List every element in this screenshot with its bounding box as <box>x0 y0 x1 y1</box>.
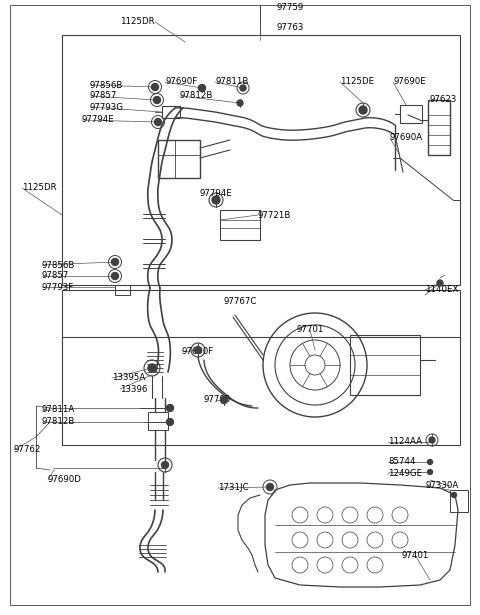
Bar <box>450 490 468 512</box>
Text: 97856B: 97856B <box>90 81 123 90</box>
Text: 97794E: 97794E <box>200 189 232 199</box>
Circle shape <box>111 272 119 279</box>
Text: 97793F: 97793F <box>42 282 74 292</box>
Circle shape <box>266 483 274 491</box>
Text: 97767C: 97767C <box>223 298 257 306</box>
Text: 1140EX: 1140EX <box>425 285 458 295</box>
Text: 1731JC: 1731JC <box>218 483 249 493</box>
Text: 85744: 85744 <box>388 458 416 467</box>
Text: 97690D: 97690D <box>48 475 82 485</box>
Circle shape <box>194 346 202 354</box>
Text: 13395A: 13395A <box>112 373 145 383</box>
Text: 1125DR: 1125DR <box>22 183 57 192</box>
Circle shape <box>155 119 161 125</box>
Bar <box>400 105 422 123</box>
Circle shape <box>428 459 432 464</box>
Text: 97793G: 97793G <box>90 103 124 111</box>
Circle shape <box>240 85 246 91</box>
Text: 97690A: 97690A <box>390 133 423 143</box>
Text: 97811A: 97811A <box>42 405 75 415</box>
Bar <box>162 106 180 118</box>
Text: 1124AA: 1124AA <box>388 437 422 446</box>
Bar <box>115 285 130 295</box>
Circle shape <box>359 106 367 114</box>
Circle shape <box>148 364 156 372</box>
Text: 97856B: 97856B <box>42 261 75 269</box>
Text: 97623: 97623 <box>430 95 457 105</box>
Circle shape <box>154 97 160 103</box>
Circle shape <box>167 405 173 411</box>
Text: 13396: 13396 <box>120 384 147 394</box>
Bar <box>148 412 168 430</box>
Text: 1125DR: 1125DR <box>120 17 155 26</box>
Text: 1125DE: 1125DE <box>340 77 374 87</box>
Text: 97690E: 97690E <box>393 77 426 87</box>
Text: 1249GE: 1249GE <box>388 469 422 478</box>
Bar <box>428 100 450 155</box>
Text: 97701: 97701 <box>296 325 324 335</box>
Bar <box>350 335 420 395</box>
Circle shape <box>152 84 158 90</box>
Circle shape <box>437 280 443 286</box>
Circle shape <box>429 437 435 443</box>
Circle shape <box>161 461 168 469</box>
Text: 97811B: 97811B <box>215 77 248 87</box>
Text: 97794E: 97794E <box>82 116 115 124</box>
Circle shape <box>237 100 243 106</box>
Text: 97690F: 97690F <box>165 77 197 87</box>
Circle shape <box>199 84 205 92</box>
Text: 97759: 97759 <box>276 4 304 12</box>
Bar <box>220 210 260 240</box>
Circle shape <box>212 196 220 204</box>
Text: 97762: 97762 <box>14 445 41 454</box>
Circle shape <box>111 258 119 266</box>
Text: 97401: 97401 <box>401 550 429 560</box>
Circle shape <box>220 397 228 403</box>
Bar <box>62 290 460 445</box>
Text: 97705: 97705 <box>204 395 231 405</box>
Text: 97857: 97857 <box>42 271 70 280</box>
Text: 97721B: 97721B <box>258 210 291 220</box>
Bar <box>62 35 460 285</box>
Text: 97330A: 97330A <box>426 482 459 491</box>
Text: 97812B: 97812B <box>180 92 214 100</box>
Text: 97812B: 97812B <box>42 418 75 426</box>
Text: 97857: 97857 <box>90 92 118 100</box>
Text: 97690F: 97690F <box>182 347 214 357</box>
Circle shape <box>428 469 432 475</box>
Circle shape <box>167 418 173 426</box>
Circle shape <box>452 493 456 498</box>
Bar <box>158 140 200 178</box>
Text: 97763: 97763 <box>276 23 304 33</box>
